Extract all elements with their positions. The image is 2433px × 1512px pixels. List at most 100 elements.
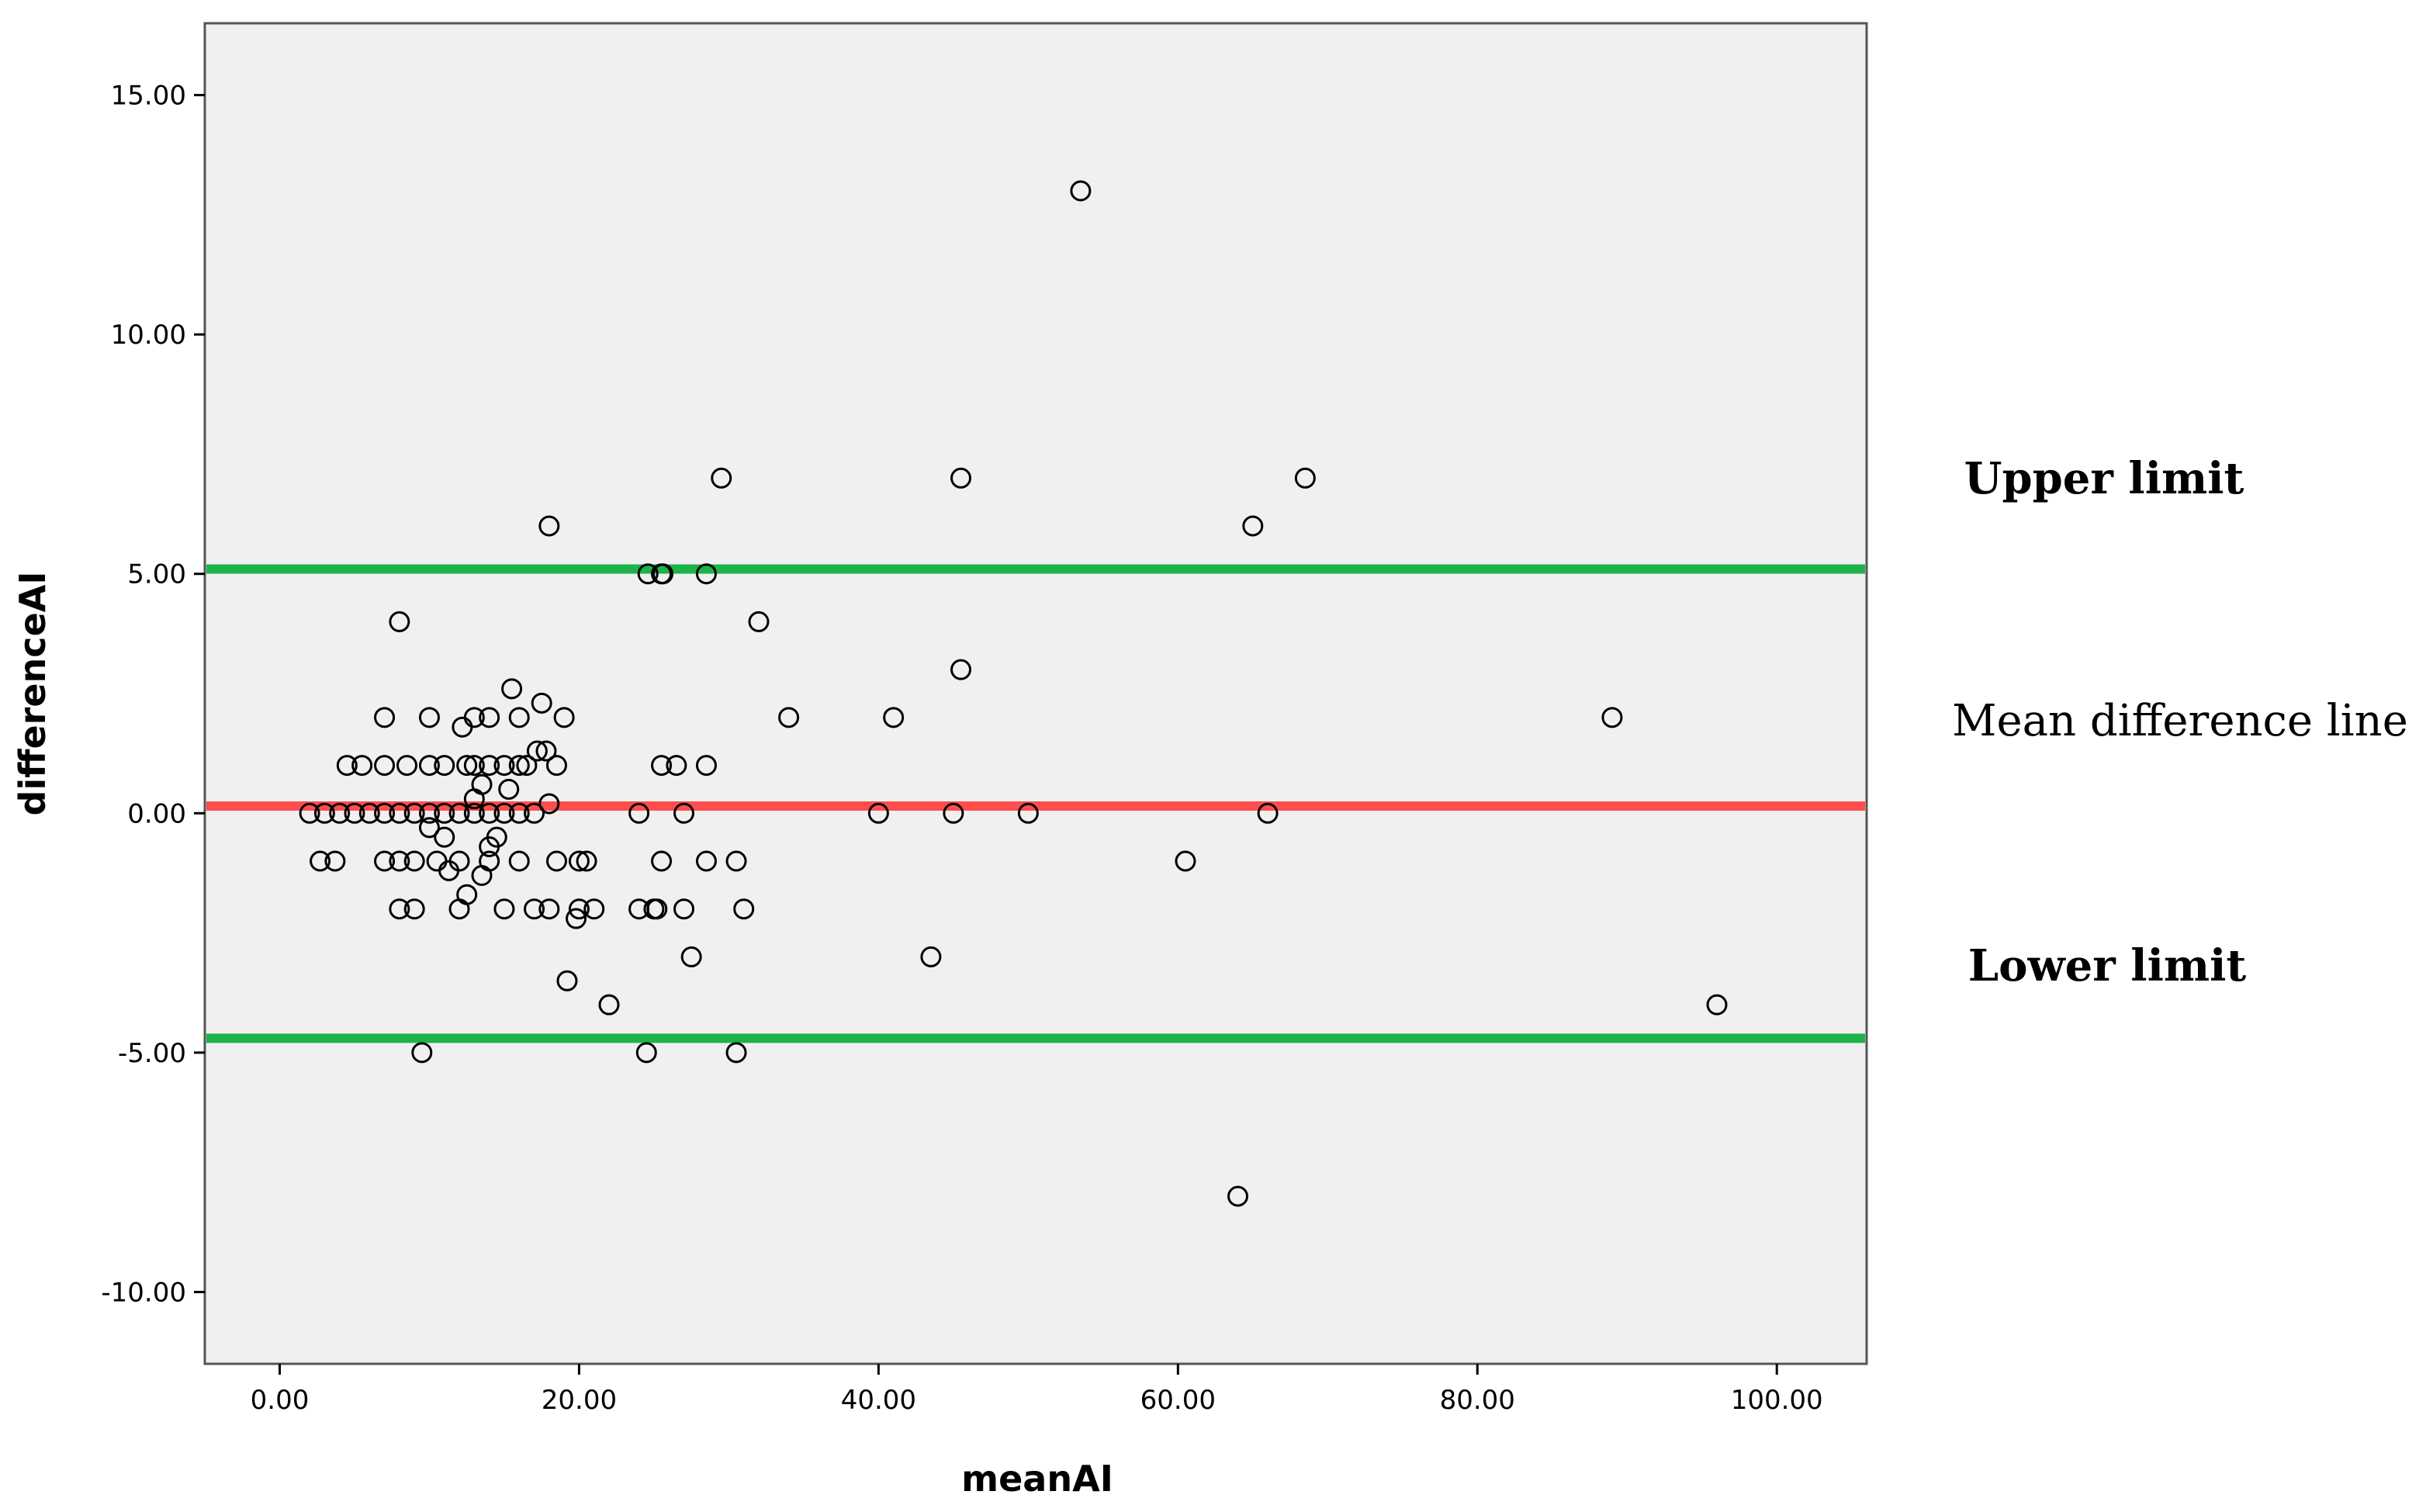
data-point bbox=[329, 802, 351, 824]
data-point bbox=[1070, 180, 1092, 202]
data-point bbox=[336, 755, 358, 777]
data-point bbox=[434, 755, 455, 777]
data-point bbox=[411, 1042, 433, 1064]
data-point bbox=[418, 802, 440, 824]
data-point bbox=[471, 865, 493, 887]
data-point bbox=[635, 1042, 657, 1064]
data-point bbox=[556, 970, 578, 991]
data-point bbox=[568, 850, 590, 872]
data-point bbox=[493, 802, 515, 824]
x-tick-label: 20.00 bbox=[542, 1385, 617, 1416]
data-point bbox=[456, 755, 478, 777]
data-point bbox=[479, 755, 500, 777]
data-point bbox=[652, 563, 673, 585]
x-axis-title: meanAI bbox=[961, 1458, 1113, 1500]
annotation-mean-difference: Mean difference line bbox=[1952, 696, 2408, 746]
data-point bbox=[651, 850, 673, 872]
data-point bbox=[695, 850, 717, 872]
data-point bbox=[725, 850, 747, 872]
data-point bbox=[524, 898, 545, 920]
data-point bbox=[463, 755, 485, 777]
data-point bbox=[351, 755, 373, 777]
plot-area-background bbox=[203, 22, 1868, 1365]
data-point bbox=[553, 707, 575, 728]
data-point bbox=[389, 611, 410, 632]
y-tick-label: 15.00 bbox=[111, 81, 186, 112]
data-point bbox=[1706, 994, 1728, 1015]
y-tick-label: -5.00 bbox=[118, 1038, 186, 1069]
y-tick-label: 0.00 bbox=[127, 798, 186, 829]
data-point bbox=[535, 740, 557, 762]
data-point bbox=[531, 692, 552, 714]
data-point bbox=[438, 860, 460, 881]
data-point bbox=[493, 898, 515, 920]
data-point bbox=[538, 793, 560, 815]
data-point bbox=[418, 707, 440, 728]
data-point bbox=[1601, 707, 1623, 728]
y-axis-title: differenceAI bbox=[12, 572, 54, 816]
data-point bbox=[389, 802, 410, 824]
data-point bbox=[374, 755, 396, 777]
data-point bbox=[680, 946, 702, 967]
data-points bbox=[299, 180, 1728, 1207]
data-point bbox=[566, 908, 587, 929]
data-point bbox=[545, 755, 567, 777]
data-point bbox=[583, 898, 605, 920]
data-point bbox=[418, 755, 440, 777]
data-point bbox=[508, 802, 530, 824]
data-point bbox=[568, 898, 590, 920]
data-point bbox=[493, 755, 515, 777]
data-point bbox=[1294, 467, 1316, 489]
data-point bbox=[576, 850, 597, 872]
annotation-lower-limit: Lower limit bbox=[1968, 940, 2247, 991]
y-tick-label: 10.00 bbox=[111, 320, 186, 351]
data-point bbox=[418, 817, 440, 839]
data-point bbox=[452, 716, 473, 738]
data-point bbox=[299, 802, 320, 824]
data-point bbox=[538, 515, 560, 537]
data-point bbox=[1257, 802, 1279, 824]
data-point bbox=[651, 755, 673, 777]
y-tick-label: -10.00 bbox=[101, 1277, 186, 1308]
data-point bbox=[389, 898, 410, 920]
data-point bbox=[538, 898, 560, 920]
data-point bbox=[374, 850, 396, 872]
x-tick-label: 100.00 bbox=[1731, 1385, 1823, 1416]
data-point bbox=[524, 802, 545, 824]
data-point bbox=[508, 850, 530, 872]
data-point bbox=[1175, 850, 1196, 872]
data-point bbox=[310, 850, 331, 872]
x-tick-label: 80.00 bbox=[1440, 1385, 1515, 1416]
data-point bbox=[434, 826, 455, 848]
data-point bbox=[711, 467, 732, 489]
data-point bbox=[374, 707, 396, 728]
data-point bbox=[733, 898, 755, 920]
annotations: Upper limit Mean difference line Lower lim… bbox=[1952, 453, 2408, 991]
data-point bbox=[463, 788, 485, 810]
data-point bbox=[463, 802, 485, 824]
data-point bbox=[920, 946, 942, 967]
x-tick-label: 40.00 bbox=[841, 1385, 916, 1416]
data-point bbox=[358, 802, 380, 824]
data-point bbox=[748, 611, 770, 632]
data-point bbox=[883, 707, 905, 728]
data-point bbox=[646, 898, 668, 920]
data-point bbox=[434, 802, 455, 824]
data-point bbox=[628, 802, 650, 824]
data-point bbox=[403, 850, 425, 872]
data-point bbox=[673, 898, 695, 920]
data-point bbox=[943, 802, 964, 824]
axes: 0.00 20.00 40.00 60.00 80.00 100.00 -10.00 -5.0… bbox=[101, 81, 1822, 1416]
data-point bbox=[666, 755, 687, 777]
data-point bbox=[695, 563, 717, 585]
data-point bbox=[1227, 1185, 1249, 1207]
data-point bbox=[498, 778, 520, 800]
data-point bbox=[324, 850, 346, 872]
data-point bbox=[486, 826, 507, 848]
data-point bbox=[479, 707, 500, 728]
data-point bbox=[508, 755, 530, 777]
data-point bbox=[344, 802, 365, 824]
data-point bbox=[403, 898, 425, 920]
data-point bbox=[725, 1042, 747, 1064]
